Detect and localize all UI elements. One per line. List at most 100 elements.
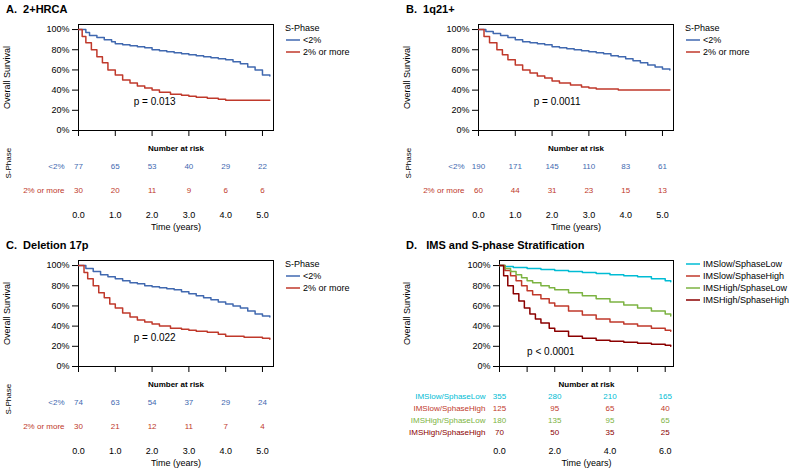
svg-text:20: 20: [111, 186, 120, 195]
svg-text:145: 145: [545, 162, 559, 171]
svg-text:20%: 20%: [472, 341, 490, 351]
svg-text:4: 4: [260, 422, 265, 431]
svg-text:44: 44: [511, 186, 520, 195]
svg-text:Time (years): Time (years): [561, 458, 611, 468]
svg-text:23: 23: [584, 186, 593, 195]
svg-text:21: 21: [111, 422, 120, 431]
svg-text:Overall Survival: Overall Survival: [2, 282, 12, 345]
svg-text:100%: 100%: [46, 260, 69, 270]
svg-text:65: 65: [111, 162, 120, 171]
svg-text:80%: 80%: [51, 281, 69, 291]
svg-text:40%: 40%: [451, 85, 469, 95]
svg-text:165: 165: [659, 392, 673, 401]
svg-text:31: 31: [548, 186, 557, 195]
svg-text:171: 171: [509, 162, 523, 171]
svg-text:2.0: 2.0: [146, 210, 159, 220]
svg-text:30: 30: [74, 422, 83, 431]
svg-text:40: 40: [661, 404, 670, 413]
svg-text:80%: 80%: [451, 45, 469, 55]
svg-text:30: 30: [74, 186, 83, 195]
svg-text:29: 29: [221, 162, 230, 171]
svg-text:20%: 20%: [51, 105, 69, 115]
svg-text:Overall Survival: Overall Survival: [402, 282, 412, 345]
svg-text:IMSHigh/SphaseHigh: IMSHigh/SphaseHigh: [409, 428, 485, 437]
svg-text:0%: 0%: [56, 125, 69, 135]
svg-text:5.0: 5.0: [656, 210, 669, 220]
svg-text:S-Phase: S-Phase: [404, 147, 413, 178]
svg-text:110: 110: [582, 162, 595, 171]
svg-text:S-Phase: S-Phase: [4, 147, 13, 178]
svg-text:5.0: 5.0: [256, 446, 269, 456]
svg-text:2% or more: 2% or more: [23, 186, 65, 195]
svg-text:6: 6: [260, 186, 265, 195]
svg-text:Time (years): Time (years): [551, 222, 601, 232]
svg-text:2.0: 2.0: [548, 446, 561, 456]
svg-text:4.0: 4.0: [219, 210, 232, 220]
svg-text:37: 37: [184, 398, 193, 407]
svg-text:53: 53: [148, 162, 157, 171]
svg-text:80%: 80%: [51, 45, 69, 55]
svg-text:6.0: 6.0: [659, 446, 672, 456]
svg-text:12: 12: [148, 422, 157, 431]
svg-text:S-Phase: S-Phase: [4, 383, 13, 414]
svg-text:50: 50: [550, 428, 559, 437]
svg-text:<2%: <2%: [448, 162, 464, 171]
svg-text:IMSlow/SphaseHigh: IMSlow/SphaseHigh: [413, 404, 485, 413]
svg-text:95: 95: [606, 416, 615, 425]
svg-text:60%: 60%: [472, 301, 490, 311]
svg-text:60%: 60%: [451, 65, 469, 75]
svg-text:6: 6: [223, 186, 228, 195]
svg-text:2.0: 2.0: [546, 210, 559, 220]
svg-text:54: 54: [148, 398, 157, 407]
svg-text:IMSHigh/SphaseLow: IMSHigh/SphaseLow: [411, 416, 486, 425]
svg-text:280: 280: [548, 392, 562, 401]
svg-text:Time (years): Time (years): [151, 222, 201, 232]
svg-text:p = 0.022: p = 0.022: [134, 332, 176, 343]
svg-text:24: 24: [258, 398, 267, 407]
svg-text:p = 0.0011: p = 0.0011: [534, 96, 581, 107]
svg-text:3.0: 3.0: [583, 210, 596, 220]
svg-text:61: 61: [658, 162, 667, 171]
svg-text:13: 13: [658, 186, 667, 195]
svg-text:0.0: 0.0: [72, 210, 85, 220]
svg-text:11: 11: [185, 422, 194, 431]
svg-text:3.0: 3.0: [183, 210, 196, 220]
svg-text:1.0: 1.0: [109, 210, 122, 220]
svg-text:<2%: <2%: [48, 162, 64, 171]
svg-text:100%: 100%: [46, 24, 69, 34]
svg-text:35: 35: [606, 428, 615, 437]
svg-text:3.0: 3.0: [183, 446, 196, 456]
svg-text:60%: 60%: [51, 301, 69, 311]
svg-text:11: 11: [148, 186, 157, 195]
svg-text:77: 77: [74, 162, 83, 171]
svg-text:4.0: 4.0: [619, 210, 632, 220]
svg-text:0%: 0%: [477, 361, 490, 371]
svg-text:20%: 20%: [451, 105, 469, 115]
svg-text:p = 0.013: p = 0.013: [134, 96, 176, 107]
svg-text:Number at risk: Number at risk: [558, 380, 615, 389]
svg-text:Number at risk: Number at risk: [148, 144, 205, 153]
svg-text:Number at risk: Number at risk: [148, 380, 205, 389]
svg-text:65: 65: [606, 404, 615, 413]
svg-text:180: 180: [493, 416, 507, 425]
svg-text:Overall Survival: Overall Survival: [2, 46, 12, 109]
svg-text:2% or more: 2% or more: [23, 422, 65, 431]
svg-text:25: 25: [661, 428, 670, 437]
svg-text:7: 7: [223, 422, 228, 431]
svg-text:0.0: 0.0: [72, 446, 85, 456]
svg-text:63: 63: [111, 398, 120, 407]
svg-text:15: 15: [621, 186, 630, 195]
svg-text:<2%: <2%: [48, 398, 64, 407]
svg-text:65: 65: [661, 416, 670, 425]
svg-text:Overall Survival: Overall Survival: [402, 46, 412, 109]
svg-text:0.0: 0.0: [493, 446, 506, 456]
svg-text:125: 125: [493, 404, 507, 413]
svg-text:74: 74: [74, 398, 83, 407]
svg-text:1.0: 1.0: [509, 210, 522, 220]
svg-text:0.0: 0.0: [472, 210, 485, 220]
svg-text:Time (years): Time (years): [151, 458, 201, 468]
svg-text:355: 355: [493, 392, 507, 401]
svg-text:0%: 0%: [456, 125, 469, 135]
svg-text:60%: 60%: [51, 65, 69, 75]
svg-text:29: 29: [221, 398, 230, 407]
